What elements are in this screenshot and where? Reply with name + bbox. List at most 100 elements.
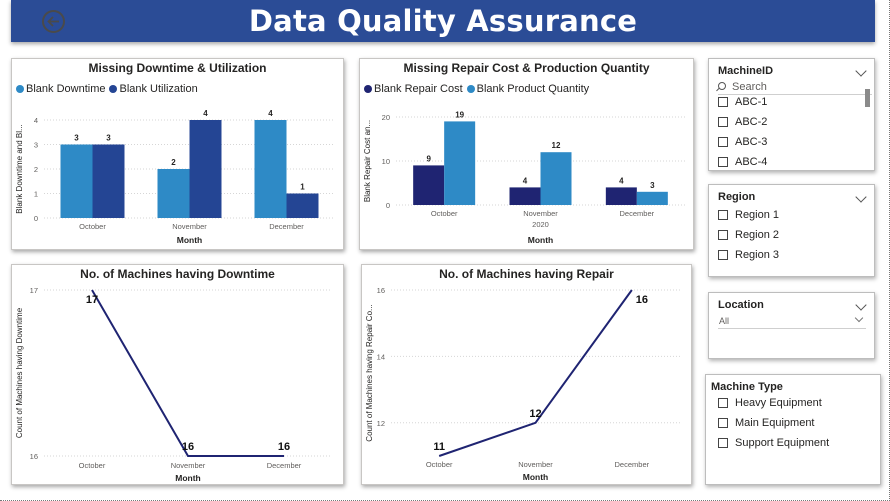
x-axis-title: Month: [175, 473, 201, 483]
bar-b: [444, 121, 476, 205]
data-label: 4: [523, 176, 528, 185]
data-label: 12: [552, 141, 561, 150]
x-tick-label: December: [269, 222, 304, 231]
chart-title: Missing Repair Cost & Production Quantit…: [403, 61, 650, 75]
legend-item-blank-utilization[interactable]: Blank Utilization: [109, 83, 198, 95]
chart-title: Missing Downtime & Utilization: [88, 61, 267, 75]
chart-missing-repair-production[interactable]: Missing Repair Cost & Production Quantit…: [359, 58, 694, 250]
y-tick-label: 2: [34, 165, 38, 174]
dropdown-value: All: [719, 316, 730, 326]
slicer-machine-id[interactable]: MachineID Search ABC-1 ABC-2 ABC-3 ABC-4: [708, 58, 875, 171]
data-label: 11: [433, 441, 445, 453]
back-button[interactable]: [42, 10, 65, 33]
checkbox-icon[interactable]: [718, 230, 728, 240]
legend-dot-icon: [364, 85, 372, 93]
chart-title: No. of Machines having Downtime: [80, 267, 275, 281]
slicer-option[interactable]: Region 2: [718, 227, 779, 243]
chevron-down-icon[interactable]: [855, 191, 867, 203]
series-line: [438, 289, 633, 457]
chevron-down-icon: [854, 313, 864, 323]
y-tick-label: 0: [386, 201, 390, 210]
y-tick-label: 3: [34, 141, 38, 150]
legend-item-blank-repair-cost[interactable]: Blank Repair Cost: [364, 83, 463, 95]
search-icon: [718, 82, 726, 90]
scrollbar-thumb[interactable]: [865, 89, 870, 107]
checkbox-icon[interactable]: [718, 97, 728, 107]
slicer-option[interactable]: ABC-4: [718, 154, 767, 170]
chart-machines-repair[interactable]: No. of Machines having Repair 12 14 16 11 12…: [361, 264, 692, 485]
y-tick-label: 20: [382, 113, 390, 122]
checkbox-icon[interactable]: [718, 137, 728, 147]
x-axis-title: Month: [523, 472, 549, 482]
data-label: 9: [426, 154, 431, 163]
x-year-label: 2020: [532, 220, 549, 229]
slicer-option[interactable]: Region 1: [718, 207, 779, 223]
data-label: 4: [203, 109, 208, 118]
back-arrow-icon: [47, 16, 59, 27]
checkbox-icon[interactable]: [718, 210, 728, 220]
y-tick-label: 0: [34, 214, 38, 223]
bar-b: [540, 152, 572, 205]
slicer-option[interactable]: ABC-1: [718, 94, 767, 110]
checkbox-icon[interactable]: [718, 398, 728, 408]
chart-plot-area: 16 17 17 16 16 October November December Month Co…: [15, 286, 332, 483]
bar-a: [157, 169, 190, 218]
slicer-option[interactable]: Main Equipment: [718, 415, 815, 431]
legend-item-blank-product-quantity[interactable]: Blank Product Quantity: [466, 83, 589, 95]
checkbox-icon[interactable]: [718, 418, 728, 428]
data-label: 3: [74, 134, 79, 143]
y-tick-label: 12: [377, 419, 385, 428]
data-label: 16: [278, 441, 290, 453]
chart-missing-downtime-utilization[interactable]: Missing Downtime & Utilization Blank Dow…: [11, 58, 344, 250]
checkbox-icon[interactable]: [718, 117, 728, 127]
search-input[interactable]: Search: [718, 81, 872, 95]
data-label: 12: [529, 408, 541, 420]
y-axis-title: Blank Repair Cost an...: [363, 120, 372, 202]
checkbox-icon[interactable]: [718, 438, 728, 448]
data-label: 16: [636, 294, 648, 306]
x-tick-label: October: [79, 222, 106, 231]
x-tick-label: October: [79, 461, 106, 470]
chevron-down-icon[interactable]: [855, 299, 867, 311]
bar-a: [605, 187, 637, 205]
x-axis-title: Month: [177, 235, 203, 245]
bar-a: [254, 120, 287, 218]
x-tick-label: October: [431, 209, 458, 218]
legend-dot-icon: [16, 85, 24, 93]
slicer-option[interactable]: ABC-2: [718, 114, 767, 130]
series-line: [91, 289, 284, 457]
data-label: 3: [650, 181, 655, 190]
legend-item-blank-downtime[interactable]: Blank Downtime: [16, 83, 105, 95]
slicer-title: MachineID: [718, 65, 774, 77]
y-tick-label: 17: [30, 286, 38, 295]
legend-dot-icon: [466, 85, 475, 93]
bar-b: [189, 120, 222, 218]
y-tick-label: 1: [34, 190, 38, 199]
slicer-region[interactable]: Region Region 1 Region 2 Region 3: [708, 184, 875, 277]
page-title: Data Quality Assurance: [248, 4, 638, 38]
chart-machines-downtime[interactable]: No. of Machines having Downtime 16 17 17 16…: [11, 264, 344, 485]
x-tick-label: November: [171, 461, 206, 470]
data-label: 16: [182, 441, 194, 453]
slicer-option[interactable]: Support Equipment: [718, 435, 829, 451]
slicer-title: Machine Type: [711, 381, 783, 393]
chart-plot-area: 0 10 20 9 19 October 4 12 November 4 3 December 2020…: [363, 110, 685, 245]
slicer-option[interactable]: ABC-3: [718, 134, 767, 150]
slicer-option[interactable]: Heavy Equipment: [718, 395, 822, 411]
data-label: 2: [171, 158, 176, 167]
location-dropdown[interactable]: All: [718, 313, 866, 329]
x-tick-label: November: [523, 209, 558, 218]
slicer-machine-type[interactable]: Machine Type Heavy Equipment Main Equipm…: [705, 374, 881, 485]
slicer-location[interactable]: Location All: [708, 292, 875, 359]
y-axis-title: Count of Machines having Downtime: [15, 307, 24, 438]
checkbox-icon[interactable]: [718, 250, 728, 260]
slicer-option[interactable]: Region 3: [718, 247, 779, 263]
y-tick-label: 10: [382, 157, 390, 166]
x-tick-label: November: [518, 460, 553, 469]
chevron-down-icon[interactable]: [855, 65, 867, 77]
x-axis-title: Month: [528, 235, 554, 245]
bar-a: [509, 187, 541, 205]
y-tick-label: 16: [30, 452, 38, 461]
checkbox-icon[interactable]: [718, 157, 728, 167]
chart-title: No. of Machines having Repair: [439, 267, 614, 281]
